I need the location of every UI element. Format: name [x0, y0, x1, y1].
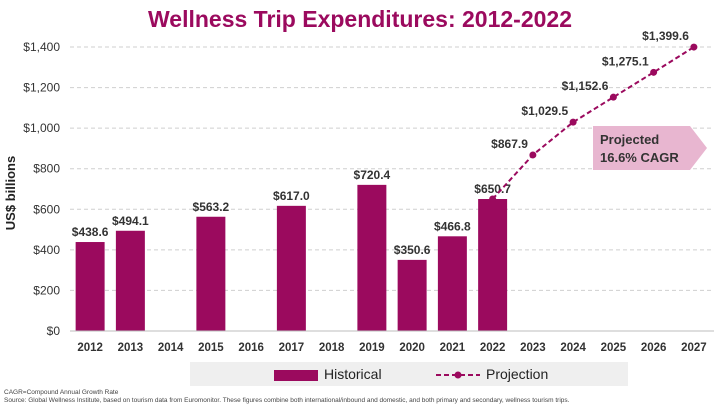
- x-tick-label: 2023: [520, 342, 546, 354]
- x-tick-label: 2019: [359, 342, 385, 354]
- bar: [196, 216, 226, 331]
- y-tick-label: $1,400: [23, 40, 60, 54]
- legend-label-projection: Projection: [486, 366, 549, 382]
- projection-data-label: $1,152.6: [562, 79, 609, 93]
- bar-data-label: $350.6: [394, 243, 431, 257]
- gridlines: [70, 46, 714, 291]
- bar-data-label: $563.2: [193, 200, 230, 214]
- projection-data-label: $867.9: [491, 137, 528, 151]
- chart-area: $0 $200 $400 $600 $800 $1,000 $1,200 $1,400 US$…: [3, 29, 714, 354]
- projection-point: [609, 93, 617, 101]
- annotation-line2: 16.6% CAGR: [600, 150, 679, 165]
- x-tick-label: 2021: [440, 342, 466, 354]
- x-tick-label: 2013: [118, 342, 144, 354]
- chart-title: Wellness Trip Expenditures: 2012-2022: [148, 6, 572, 32]
- bar-data-label: $494.1: [112, 214, 149, 228]
- bar: [437, 236, 467, 331]
- y-tick-label: $0: [47, 324, 61, 338]
- bar: [115, 230, 145, 331]
- legend-item-historical: Historical: [274, 366, 382, 382]
- x-tick-label: 2016: [238, 342, 264, 354]
- projection-point: [529, 151, 537, 159]
- legend-label-historical: Historical: [324, 366, 382, 382]
- bar-data-label: $617.0: [273, 189, 310, 203]
- cagr-annotation: Projected 16.6% CAGR: [593, 126, 707, 170]
- projection-point: [690, 43, 698, 51]
- bar: [276, 205, 306, 331]
- y-tick-label: $400: [33, 243, 60, 257]
- historical-bars: $438.6$494.1 $563.2 $617.0 $720.4 $350.6$466…: [72, 168, 511, 331]
- y-axis-ticks: $0 $200 $400 $600 $800 $1,000 $1,200 $1,400: [23, 40, 60, 338]
- bar: [478, 199, 508, 331]
- legend-bar-swatch: [274, 369, 318, 381]
- projection-point: [569, 118, 577, 126]
- x-tick-label: 2017: [279, 342, 305, 354]
- x-tick-label: 2027: [681, 342, 707, 354]
- bar: [75, 242, 105, 331]
- y-tick-label: $1,200: [23, 81, 60, 95]
- legend-line-swatch: [436, 371, 480, 379]
- x-tick-label: 2014: [158, 342, 184, 354]
- projection-point: [650, 68, 658, 76]
- x-tick-label: 2026: [641, 342, 667, 354]
- annotation-arrow: [593, 126, 707, 170]
- projection-data-label: $1,275.1: [602, 54, 649, 68]
- x-tick-label: 2025: [601, 342, 627, 354]
- y-tick-label: $1,000: [23, 121, 60, 135]
- bar-data-label: $720.4: [354, 168, 391, 182]
- footnote-source: Source: Global Wellness Institute, based…: [4, 397, 570, 404]
- x-tick-label: 2020: [399, 342, 425, 354]
- legend-item-projection: Projection: [434, 366, 548, 382]
- projection-data-label: $1,029.5: [521, 104, 568, 118]
- projection-line: $867.9 $1,029.5 $1,152.6 $1,275.1 $1,399.6: [489, 29, 698, 203]
- y-axis-label: US$ billions: [3, 156, 18, 230]
- projection-series-line: [491, 46, 695, 200]
- x-axis-ticks: 2012 2013 2014 2015 2016 2017 2018 2019 2020 2021…: [77, 342, 706, 354]
- x-tick-label: 2018: [319, 342, 345, 354]
- projection-point: [489, 195, 497, 203]
- annotation-line1: Projected: [600, 132, 659, 147]
- legend: Historical Projection: [190, 362, 628, 386]
- bar-data-label: $438.6: [72, 225, 109, 239]
- x-tick-label: 2022: [480, 342, 506, 354]
- projection-data-label: $1,399.6: [642, 29, 689, 43]
- bar: [397, 259, 427, 331]
- y-tick-label: $600: [33, 202, 60, 216]
- y-tick-label: $200: [33, 283, 60, 297]
- x-tick-label: 2015: [198, 342, 224, 354]
- x-tick-label: 2024: [560, 342, 586, 354]
- bar-data-label: $466.8: [434, 219, 471, 233]
- bar-data-label: $650.7: [474, 182, 511, 196]
- y-tick-label: $800: [33, 162, 60, 176]
- footnotes: CAGR=Compound Annual Growth Rate Source:…: [4, 389, 569, 405]
- footnote-cagr: CAGR=Compound Annual Growth Rate: [4, 389, 119, 396]
- bar: [357, 184, 387, 331]
- x-tick-label: 2012: [77, 342, 103, 354]
